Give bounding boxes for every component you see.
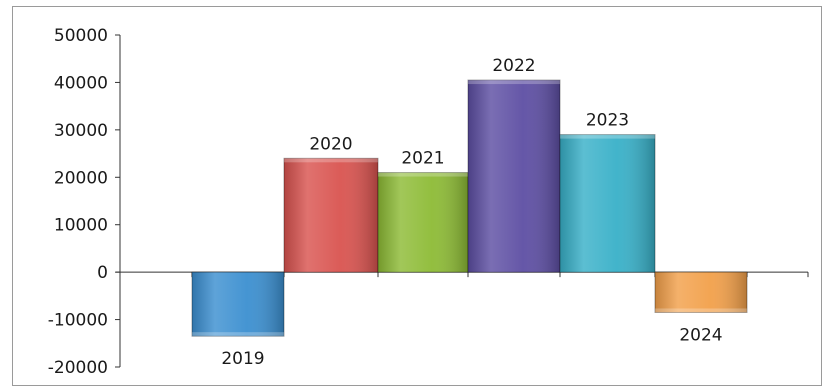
bar-2024 bbox=[655, 272, 747, 312]
bar-shine bbox=[192, 272, 284, 336]
bar-label: 2023 bbox=[586, 111, 629, 131]
y-tick-label: -10000 bbox=[48, 311, 108, 331]
bar-bevel bbox=[468, 80, 560, 84]
bar-bevel bbox=[284, 158, 378, 162]
bar-2019 bbox=[192, 272, 284, 336]
bar-2020 bbox=[284, 158, 378, 272]
bar-bevel bbox=[655, 308, 747, 312]
bar-label: 2021 bbox=[401, 149, 444, 169]
y-tick-label: 30000 bbox=[54, 121, 108, 141]
bar-label: 2019 bbox=[221, 349, 264, 369]
y-tick-label: -20000 bbox=[48, 358, 108, 378]
bar-bevel bbox=[378, 173, 468, 177]
y-tick-label: 40000 bbox=[54, 73, 108, 93]
bar-shine bbox=[378, 173, 468, 273]
y-tick-label: 10000 bbox=[54, 216, 108, 236]
bar-bevel bbox=[560, 135, 655, 139]
y-tick-label: 20000 bbox=[54, 168, 108, 188]
y-tick-label: 0 bbox=[97, 263, 108, 283]
bar-label: 2024 bbox=[679, 325, 722, 345]
bar-2021 bbox=[378, 173, 468, 273]
bar-shine bbox=[655, 272, 747, 312]
bar-2023 bbox=[560, 135, 655, 273]
bars bbox=[192, 80, 747, 336]
bar-label: 2022 bbox=[492, 56, 535, 76]
bar-shine bbox=[284, 158, 378, 272]
bar-bevel bbox=[192, 332, 284, 336]
bar-label: 2020 bbox=[309, 134, 352, 154]
bar-shine bbox=[468, 80, 560, 272]
bar-2022 bbox=[468, 80, 560, 272]
bar-shine bbox=[560, 135, 655, 273]
y-tick-label: 50000 bbox=[54, 26, 108, 46]
